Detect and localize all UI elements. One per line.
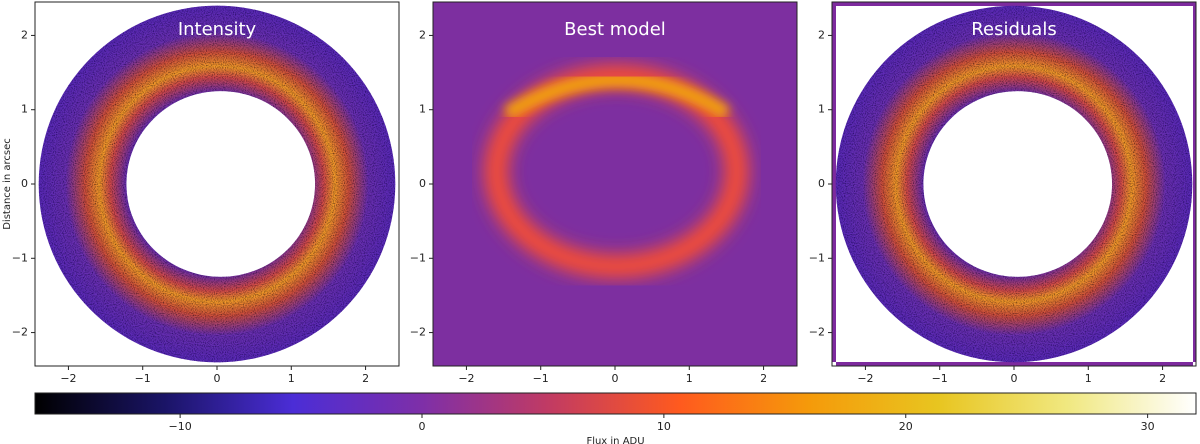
x-tick-label: 1	[686, 372, 693, 385]
x-tick-label: −2	[60, 372, 76, 385]
x-tick-label: −1	[533, 372, 549, 385]
x-tick-label: −2	[458, 372, 474, 385]
disk-annulus	[38, 5, 396, 363]
colorbar-tick-label: 0	[419, 420, 426, 433]
x-tick-label: 1	[1085, 372, 1092, 385]
colorbar: −10 0 10 20 30 Flux in ADU	[34, 392, 1197, 444]
x-tick-label: 0	[1011, 372, 1018, 385]
x-tick-label: −1	[932, 372, 948, 385]
y-tick-label: −1	[809, 251, 825, 264]
colorbar-tick-label: −10	[169, 420, 192, 433]
panel-title: Intensity	[178, 19, 257, 40]
x-tick-label: 0	[612, 372, 619, 385]
y-tick-label: −2	[809, 326, 825, 339]
colorbar-label: Flux in ADU	[586, 436, 644, 444]
x-tick-label: 2	[362, 372, 369, 385]
colorbar-gradient	[34, 392, 1197, 415]
x-tick-label: 2	[1159, 372, 1166, 385]
image	[35, 2, 399, 366]
image	[433, 2, 797, 366]
colorbar-tick-label: 30	[1141, 420, 1155, 433]
y-tick-label: 1	[419, 103, 426, 116]
x-tick-label: 0	[214, 372, 221, 385]
x-tick-label: 1	[288, 372, 295, 385]
model-ring-bright	[503, 73, 731, 120]
image-panel: Intensity −2 −1 0 1 2 −2 −1 0 1 2 Distance in arcse…	[2, 1, 400, 385]
x-tick-label: 2	[760, 372, 767, 385]
y-tick-label: 2	[818, 28, 825, 41]
y-tick-label: −1	[410, 251, 426, 264]
y-tick-label: 1	[21, 103, 28, 116]
x-tick-label: −1	[135, 372, 151, 385]
y-tick-label: 2	[419, 28, 426, 41]
disk-annulus	[835, 5, 1193, 363]
image	[832, 2, 1196, 366]
panel-title: Residuals	[971, 19, 1056, 40]
image-panel: Residuals −2 −1 0 1 2 −2 −1 0 1 2	[809, 1, 1197, 385]
colorbar-tick-label: 10	[657, 420, 671, 433]
panel-title: Best model	[564, 19, 666, 40]
y-tick-label: 2	[21, 28, 28, 41]
y-tick-label: −2	[12, 326, 28, 339]
y-tick-label: −2	[410, 326, 426, 339]
colorbar-tick-label: 20	[899, 420, 913, 433]
y-tick-label: 1	[818, 103, 825, 116]
x-tick-label: −2	[857, 372, 873, 385]
y-axis-label: Distance in arcsec	[2, 138, 13, 230]
y-tick-label: −1	[12, 251, 28, 264]
y-tick-label: 0	[818, 177, 825, 190]
image-panel: Best model −2 −1 0 1 2 −2 −1 0 1 2	[410, 1, 798, 385]
y-tick-label: 0	[419, 177, 426, 190]
y-tick-label: 0	[21, 177, 28, 190]
